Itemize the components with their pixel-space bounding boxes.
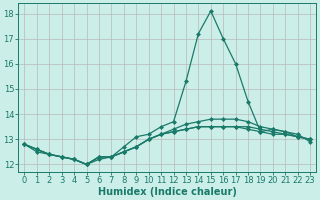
X-axis label: Humidex (Indice chaleur): Humidex (Indice chaleur) — [98, 187, 237, 197]
